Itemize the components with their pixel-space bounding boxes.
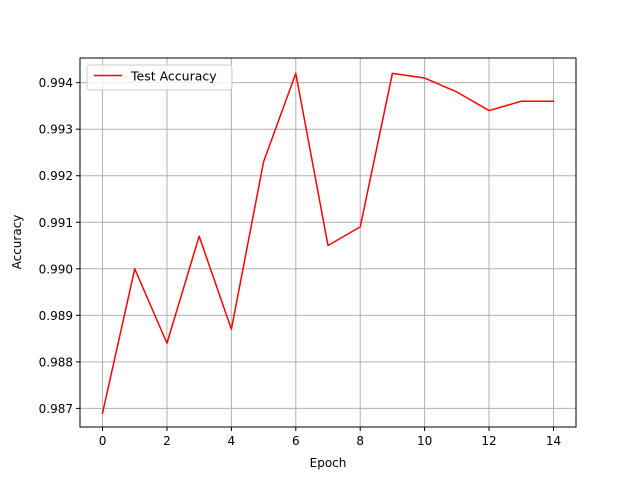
- grid: [80, 58, 576, 427]
- y-tick-label: 0.991: [39, 216, 73, 230]
- x-tick-label: 12: [481, 434, 496, 448]
- plot-area-frame: [79, 57, 577, 428]
- x-axis-label: Epoch: [310, 456, 347, 470]
- legend-label-test-accuracy: Test Accuracy: [130, 69, 217, 84]
- y-tick-label: 0.993: [39, 123, 73, 137]
- x-tick-label: 2: [163, 434, 171, 448]
- x-tick-label: 8: [356, 434, 364, 448]
- x-tick-label: 10: [417, 434, 432, 448]
- x-tick-label: 4: [228, 434, 236, 448]
- y-tick-label: 0.988: [39, 355, 73, 369]
- x-tick-label: 0: [99, 434, 107, 448]
- series-layer: [101, 72, 555, 414]
- y-tick-label: 0.989: [39, 309, 73, 323]
- y-tick-label: 0.994: [39, 76, 73, 90]
- legend: Test Accuracy: [86, 64, 233, 91]
- y-tick-label: 0.992: [39, 169, 73, 183]
- y-tick-label: 0.990: [39, 262, 73, 276]
- x-axis: 0 2 4 6 8 10 12 14: [99, 427, 561, 448]
- y-tick-label: 0.987: [39, 402, 73, 416]
- legend-box: [86, 64, 233, 91]
- x-tick-label: 6: [292, 434, 300, 448]
- x-tick-label: 14: [546, 434, 561, 448]
- series-line-test-accuracy: [101, 72, 555, 414]
- y-axis: 0.987 0.988 0.989 0.990 0.991 0.992 0.993 0.994: [39, 76, 80, 416]
- y-axis-label: Accuracy: [10, 215, 24, 270]
